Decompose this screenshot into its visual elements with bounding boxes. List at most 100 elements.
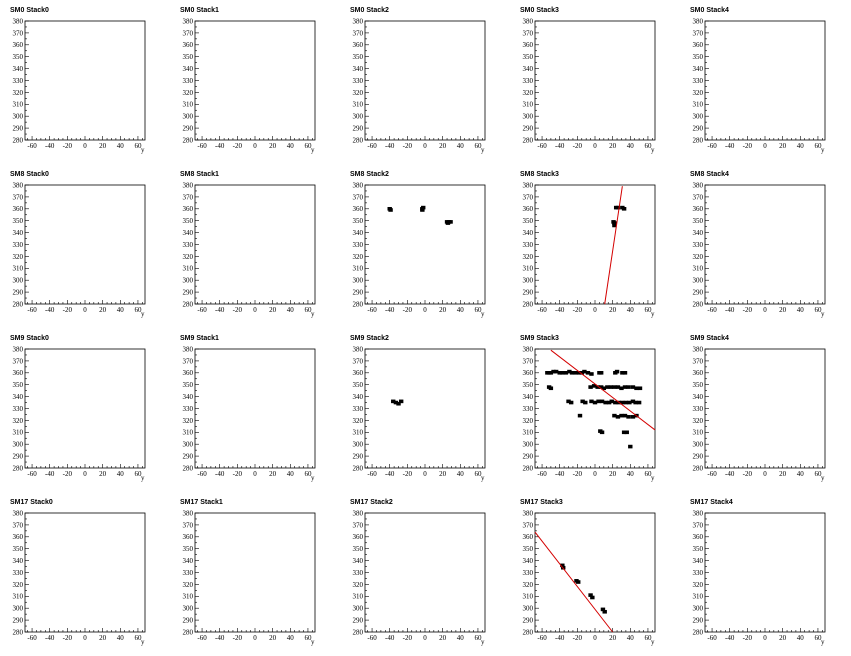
y-tick-label: 360 <box>13 533 24 541</box>
x-tick-label: -40 <box>725 142 735 150</box>
panel-title: SM9 Stack0 <box>10 335 49 342</box>
panel: SM8 Stack2 280 290 300 310 320 330 340 350 360 370… <box>350 171 486 318</box>
y-tick-label: 280 <box>523 300 534 308</box>
hit-point <box>601 386 607 391</box>
x-tick-label: 0 <box>253 634 257 642</box>
panel-title: SM17 Stack1 <box>180 499 223 506</box>
x-tick-label: 60 <box>644 634 652 642</box>
y-tick-label: 310 <box>523 429 534 437</box>
y-tick-label: 280 <box>353 136 364 144</box>
y-tick-label: 380 <box>183 345 194 353</box>
y-tick-label: 290 <box>353 125 364 133</box>
y-tick-label: 380 <box>353 345 364 353</box>
panel: SM0 Stack4 280 290 300 310 320 330 340 350 360 370… <box>690 7 826 154</box>
y-tick-label: 340 <box>13 393 24 401</box>
y-tick-label: 340 <box>523 229 534 237</box>
y-tick-label: 340 <box>693 229 704 237</box>
plot-frame <box>364 348 486 469</box>
y-tick-label: 280 <box>13 300 24 308</box>
y-tick-label: 280 <box>693 300 704 308</box>
x-tick-label: -20 <box>403 634 413 642</box>
hit-point <box>609 399 614 404</box>
y-tick-label: 350 <box>13 217 24 225</box>
y-tick-label: 350 <box>523 545 534 553</box>
x-tick-label: -40 <box>215 634 225 642</box>
y-tick-label: 300 <box>693 113 704 121</box>
y-tick-label: 300 <box>183 113 194 121</box>
hit-point <box>598 371 604 375</box>
y-tick-label: 310 <box>693 593 704 601</box>
x-tick-label: 0 <box>763 634 767 642</box>
panel: SM9 Stack0 280 290 300 310 320 330 340 350 360 370… <box>10 335 146 482</box>
hit-point <box>553 369 559 374</box>
y-tick-label: 380 <box>353 17 364 25</box>
y-tick-label: 360 <box>183 533 194 541</box>
x-tick-label: -60 <box>537 142 547 150</box>
panel-title: SM9 Stack2 <box>350 335 389 342</box>
x-tick-label: 0 <box>83 470 87 478</box>
hit-point <box>615 415 621 419</box>
y-tick-label: 290 <box>523 617 534 625</box>
panel-title: SM8 Stack1 <box>180 171 219 178</box>
panel-title: SM17 Stack4 <box>690 499 733 506</box>
y-tick-label: 330 <box>523 77 534 85</box>
y-tick-label: 350 <box>693 53 704 61</box>
y-tick-label: 340 <box>183 557 194 565</box>
x-tick-label: -20 <box>233 470 243 478</box>
hit-point <box>620 371 625 375</box>
x-tick-label: 60 <box>474 142 482 150</box>
y-tick-label: 280 <box>523 136 534 144</box>
panel-title: SM17 Stack3 <box>520 499 563 506</box>
panel-title: SM0 Stack2 <box>350 7 389 14</box>
x-tick-label: -60 <box>27 142 37 150</box>
y-tick-label: 320 <box>523 417 534 425</box>
hit-point <box>600 607 606 612</box>
x-tick-label: 40 <box>627 470 635 478</box>
hit-point <box>580 399 585 404</box>
y-tick-label: 290 <box>523 289 534 297</box>
y-tick-label: 320 <box>693 89 704 97</box>
x-tick-label: -40 <box>215 306 225 314</box>
y-tick-label: 280 <box>693 464 704 472</box>
hit-point <box>602 609 607 614</box>
x-tick-label: -20 <box>743 306 753 314</box>
y-tick-label: 380 <box>693 17 704 25</box>
y-tick-label: 370 <box>13 193 24 201</box>
x-tick-label: 40 <box>457 306 465 314</box>
hit-point <box>560 563 565 568</box>
y-tick-label: 280 <box>183 628 194 636</box>
x-tick-label: -40 <box>725 306 735 314</box>
y-tick-label: 300 <box>353 113 364 121</box>
hit-point <box>619 386 624 391</box>
x-axis-label: y <box>311 146 315 154</box>
y-tick-label: 350 <box>693 217 704 225</box>
hit-point <box>636 400 642 405</box>
y-tick-label: 320 <box>183 581 194 589</box>
x-tick-label: 60 <box>644 142 652 150</box>
plot-frame <box>704 348 826 469</box>
x-tick-label: 40 <box>287 142 295 150</box>
y-tick-label: 340 <box>693 65 704 73</box>
y-tick-label: 320 <box>353 581 364 589</box>
x-tick-label: 60 <box>474 634 482 642</box>
y-tick-label: 310 <box>13 593 24 601</box>
y-tick-label: 280 <box>523 464 534 472</box>
plot-frame <box>24 348 146 469</box>
hit-point <box>612 385 617 389</box>
x-tick-label: -20 <box>573 306 583 314</box>
x-tick-label: 20 <box>609 470 617 478</box>
y-tick-label: 320 <box>183 417 194 425</box>
y-tick-label: 320 <box>13 581 24 589</box>
x-tick-label: -20 <box>743 142 753 150</box>
y-tick-label: 290 <box>183 125 194 133</box>
y-tick-label: 320 <box>353 417 364 425</box>
hit-point <box>396 401 401 406</box>
x-tick-label: 60 <box>814 142 822 150</box>
hit-point <box>619 413 624 418</box>
y-tick-label: 380 <box>523 181 534 189</box>
hit-point <box>615 385 621 389</box>
x-tick-label: -20 <box>573 634 583 642</box>
x-tick-label: 60 <box>304 470 312 478</box>
x-tick-label: 20 <box>269 306 277 314</box>
y-tick-label: 290 <box>13 125 24 133</box>
